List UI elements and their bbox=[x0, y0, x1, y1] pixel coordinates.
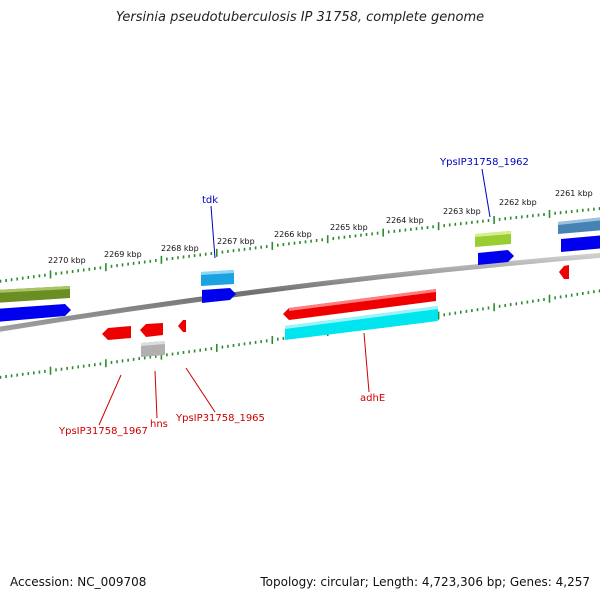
accession-text: Accession: NC_009708 bbox=[10, 575, 147, 589]
genome-backbone bbox=[0, 252, 600, 332]
label-ypsip-1967[interactable]: YpsIP31758_1967 bbox=[58, 426, 148, 437]
reverse-features bbox=[102, 265, 569, 357]
feature-adhE-red-shade bbox=[289, 289, 436, 311]
label-hns[interactable]: hns bbox=[150, 419, 168, 430]
label-tdk[interactable]: tdk bbox=[202, 195, 218, 206]
tick-label-2270: 2270 kbp bbox=[48, 256, 86, 265]
tick-label-2267: 2267 kbp bbox=[217, 237, 255, 246]
tick-label-2269: 2269 kbp bbox=[104, 250, 142, 259]
feature-ypsip-1962-blue[interactable] bbox=[478, 250, 514, 265]
forward-features bbox=[0, 217, 600, 322]
upper-tick-track bbox=[0, 207, 600, 283]
label-adhE[interactable]: adhE bbox=[360, 393, 385, 404]
label-ypsip-1965[interactable]: YpsIP31758_1965 bbox=[175, 413, 265, 424]
feature-red-1967[interactable] bbox=[102, 326, 131, 340]
feature-tdk-blue[interactable] bbox=[202, 288, 236, 303]
feature-red-1965[interactable] bbox=[178, 320, 186, 332]
leader-adhE bbox=[363, 332, 370, 393]
leader-ypsip-1965 bbox=[185, 367, 216, 413]
label-leaders bbox=[98, 168, 491, 426]
leader-tdk bbox=[210, 205, 216, 259]
genome-summary-text: Topology: circular; Length: 4,723,306 bp… bbox=[260, 575, 590, 589]
feature-red-hns[interactable] bbox=[140, 323, 163, 337]
leader-ypsip-1962 bbox=[481, 168, 491, 218]
leader-hns bbox=[154, 370, 158, 419]
label-ypsip-1962[interactable]: YpsIP31758_1962 bbox=[439, 157, 529, 168]
feature-adhE-cyan-shade bbox=[285, 306, 438, 329]
feature-adhE-cyan[interactable] bbox=[285, 306, 438, 340]
tick-label-2268: 2268 kbp bbox=[161, 244, 199, 253]
feature-tdk-cyan-shade bbox=[201, 270, 234, 275]
tick-label-2265: 2265 kbp bbox=[330, 223, 368, 232]
tick-label-2263: 2263 kbp bbox=[443, 207, 481, 216]
feature-ypsip-1962-lime-shade bbox=[475, 231, 511, 237]
tick-labels: 2270 kbp 2269 kbp 2268 kbp 2267 kbp 2266… bbox=[48, 189, 593, 265]
leader-ypsip-1967 bbox=[98, 374, 122, 426]
tick-label-2266: 2266 kbp bbox=[274, 230, 312, 239]
tick-label-2264: 2264 kbp bbox=[386, 216, 424, 225]
tick-label-2261: 2261 kbp bbox=[555, 189, 593, 198]
genome-title: Yersinia pseudotuberculosis IP 31758, co… bbox=[115, 10, 485, 25]
feature-blue-arrow-left[interactable] bbox=[0, 304, 71, 322]
feature-olive-block-shade bbox=[0, 286, 70, 293]
tick-label-2262: 2262 kbp bbox=[499, 198, 537, 207]
feature-red-small-right[interactable] bbox=[559, 265, 569, 279]
feature-blue-arrow-right[interactable] bbox=[561, 235, 600, 252]
gene-labels: tdk YpsIP31758_1962 YpsIP31758_1967 hns … bbox=[58, 157, 529, 437]
feature-gray-hns-shade bbox=[141, 341, 165, 346]
feature-steelblue-block-shade bbox=[558, 217, 600, 225]
